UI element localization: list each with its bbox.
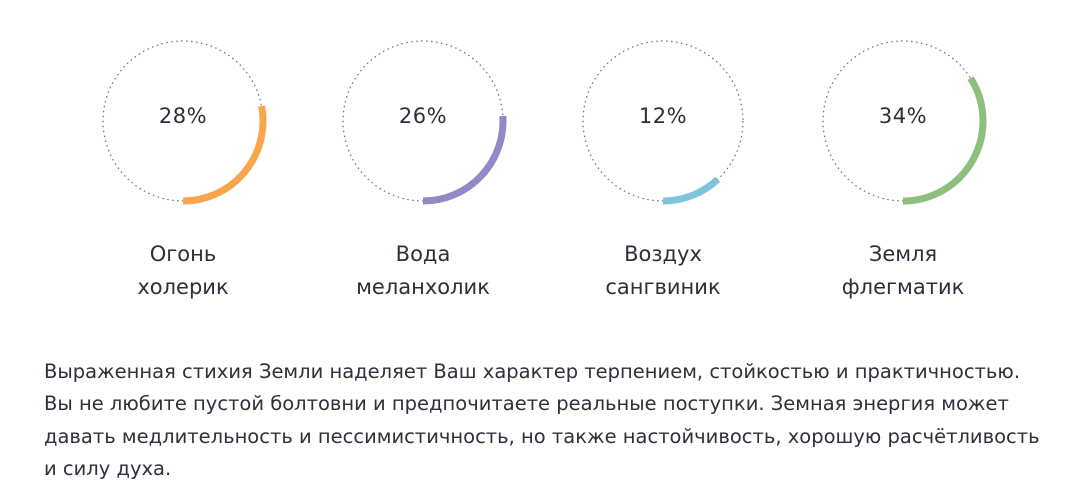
element-name-water: Вода (395, 242, 451, 266)
ring-arc-water (422, 115, 507, 205)
percent-earth: 34% (878, 104, 928, 128)
element-rings: 28% Огонь холерик 26% Вода меланхолик 12… (40, 36, 1000, 316)
ring-arc-air (662, 176, 721, 205)
label-fire: Огонь холерик (68, 238, 298, 304)
element-name-air: Воздух (624, 242, 702, 266)
ring-chart-fire (102, 40, 267, 205)
percent-air: 12% (638, 104, 688, 128)
ring-chart-air (582, 40, 744, 205)
element-card-fire: 28% Огонь холерик (40, 36, 280, 316)
temperament-fire: холерик (137, 275, 229, 299)
temperament-air: сангвиник (605, 275, 721, 299)
label-air: Воздух сангвиник (548, 238, 778, 304)
ring-chart-earth (822, 40, 987, 205)
element-name-fire: Огонь (149, 242, 217, 266)
temperament-water: меланхолик (356, 275, 490, 299)
percent-fire: 28% (158, 104, 208, 128)
element-description: Выраженная стихия Земли наделяет Ваш хар… (44, 359, 1040, 481)
ring-arc-fire (182, 105, 267, 205)
label-earth: Земля флегматик (788, 238, 1018, 304)
label-water: Вода меланхолик (308, 238, 538, 304)
ring-arc-earth (902, 76, 987, 205)
ring-chart-water (342, 40, 507, 205)
temperament-earth: флегматик (841, 275, 965, 299)
element-card-water: 26% Вода меланхолик (280, 36, 520, 316)
element-name-earth: Земля (868, 242, 938, 266)
element-card-earth: 34% Земля флегматик (760, 36, 1000, 316)
percent-water: 26% (398, 104, 448, 128)
element-card-air: 12% Воздух сангвиник (520, 36, 760, 316)
